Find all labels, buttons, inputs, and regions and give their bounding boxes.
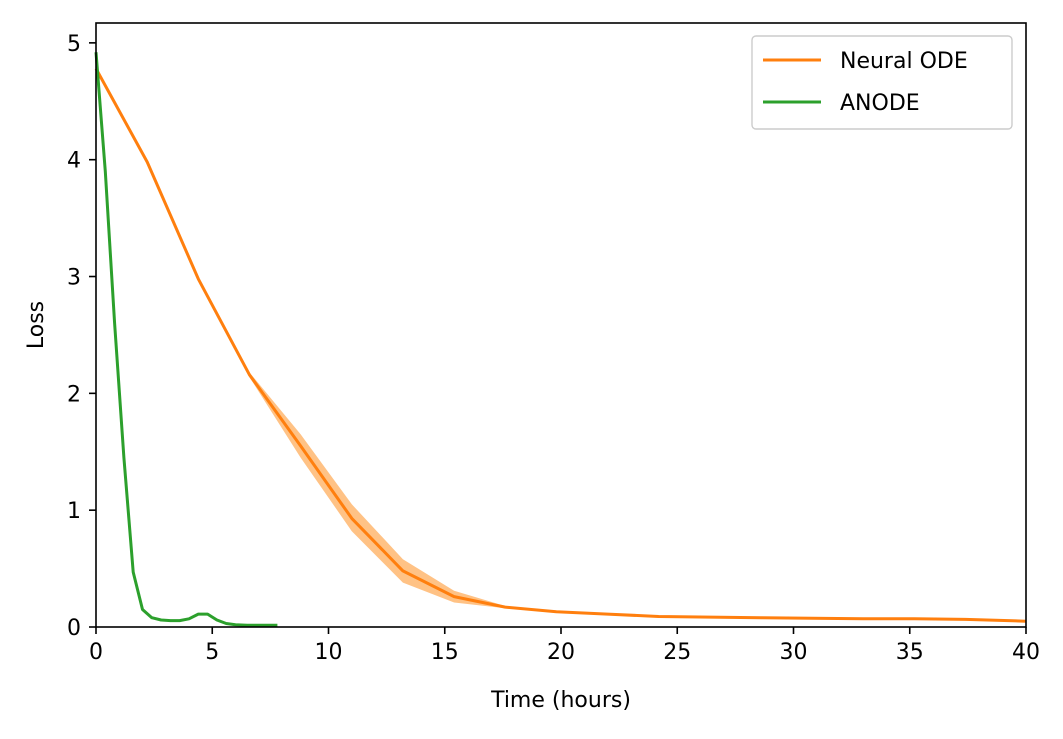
x-tick-label: 35 (896, 640, 924, 665)
confidence-band-neural-ode (96, 68, 1026, 622)
legend-label-anode: ANODE (840, 91, 920, 116)
series-line-anode (94, 52, 278, 627)
x-tick-label: 40 (1012, 640, 1040, 665)
x-tick-label: 0 (89, 640, 103, 665)
x-tick-label: 10 (315, 640, 343, 665)
x-tick-label: 15 (431, 640, 459, 665)
x-tick-label: 5 (205, 640, 219, 665)
series-line-neural-ode (94, 67, 1027, 623)
x-axis-label: Time (hours) (490, 688, 631, 713)
y-tick-label: 2 (67, 382, 81, 407)
x-tick-label: 25 (663, 640, 691, 665)
y-tick-label: 4 (67, 149, 81, 174)
legend-label-neural-ode: Neural ODE (840, 49, 968, 74)
y-axis-label: Loss (24, 301, 49, 349)
y-tick-label: 5 (67, 32, 81, 57)
y-tick-label: 0 (67, 616, 81, 641)
x-tick-label: 20 (547, 640, 575, 665)
y-tick-label: 1 (67, 499, 81, 524)
x-tick-label: 30 (780, 640, 808, 665)
y-tick-label: 3 (67, 266, 81, 291)
legend: Neural ODE ANODE (751, 35, 1013, 130)
